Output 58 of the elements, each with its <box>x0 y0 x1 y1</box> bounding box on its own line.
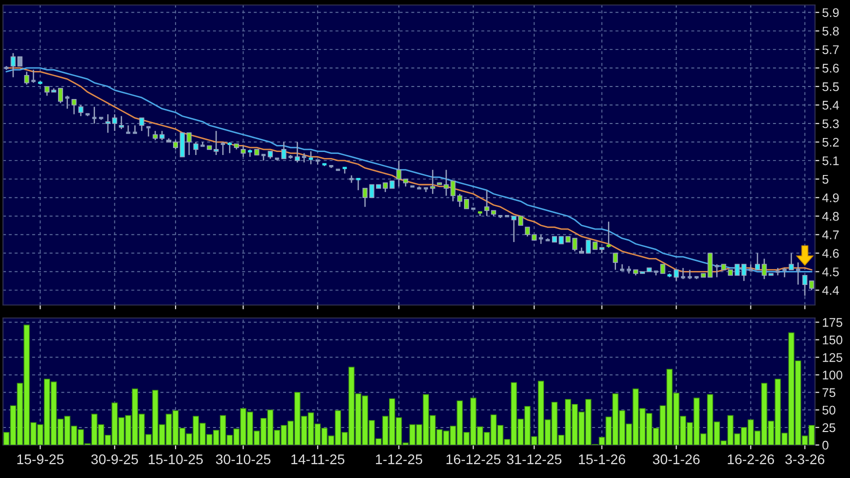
x-tick-label: 16-2-26 <box>728 454 774 464</box>
y-tick-label: 5.6 <box>822 64 839 73</box>
candlestick <box>674 269 679 282</box>
y-tick-label: 5 <box>822 175 828 184</box>
candlestick <box>24 71 30 86</box>
candlestick <box>10 52 16 78</box>
y-tick-label: 5.4 <box>822 100 839 110</box>
candlestick <box>572 238 578 252</box>
y-tick-label: 4.4 <box>822 286 839 295</box>
y-tick-label: 50 <box>822 406 836 415</box>
candlestick <box>741 264 746 282</box>
candlestick <box>17 56 22 67</box>
candlestick <box>118 115 124 130</box>
y-tick-label: 0 <box>822 440 828 450</box>
y-tick-label: 5.1 <box>822 156 839 166</box>
x-tick-label: 1-12-25 <box>376 454 422 464</box>
y-tick-label: 125 <box>822 353 842 362</box>
y-tick-label: 5.9 <box>822 8 839 18</box>
y-tick-label: 5.5 <box>822 82 839 92</box>
x-tick-label: 31-12-25 <box>506 454 562 464</box>
y-tick-label: 5.3 <box>822 119 839 128</box>
y-tick-label: 150 <box>822 336 842 344</box>
y-tick-label: 100 <box>822 370 842 380</box>
candlestick <box>64 95 70 110</box>
x-tick-label: 3-3-26 <box>785 454 824 464</box>
x-tick-label: 16-12-25 <box>446 454 500 464</box>
y-tick-label: 25 <box>822 423 836 432</box>
x-tick-label: 30-9-25 <box>91 454 138 464</box>
x-tick-label: 30-10-25 <box>216 454 270 464</box>
candlestick <box>612 252 618 270</box>
y-tick-label: 4.8 <box>822 212 839 221</box>
y-tick-label: 5.8 <box>822 26 839 36</box>
candlestick <box>788 252 794 270</box>
candlestick <box>139 117 144 132</box>
y-tick-label: 5.7 <box>822 45 839 54</box>
y-tick-label: 75 <box>822 388 836 398</box>
candlestick <box>193 141 198 156</box>
x-tick-label: 15-1-26 <box>578 454 626 464</box>
y-tick-label: 4.6 <box>822 248 839 258</box>
x-tick-label: 15-9-25 <box>17 454 64 464</box>
y-tick-label: 4.7 <box>822 230 839 240</box>
candlestick <box>240 145 246 158</box>
candlestick <box>660 264 666 274</box>
candlestick <box>430 169 436 195</box>
candlestick <box>342 166 348 174</box>
candlestick <box>78 104 84 117</box>
candlestick <box>355 178 362 191</box>
x-tick-label: 14-11-25 <box>291 454 344 464</box>
y-tick-label: 175 <box>822 318 842 327</box>
candlestick <box>362 188 368 208</box>
y-tick-label: 4.9 <box>822 193 839 202</box>
candlestick <box>281 141 286 160</box>
y-tick-label: 5.2 <box>822 138 839 147</box>
candlestick <box>294 141 300 164</box>
x-tick-label: 30-1-26 <box>652 454 700 464</box>
x-tick-label: 15-10-25 <box>148 454 203 464</box>
candlestick <box>72 98 77 115</box>
y-tick-label: 4.5 <box>822 268 839 276</box>
